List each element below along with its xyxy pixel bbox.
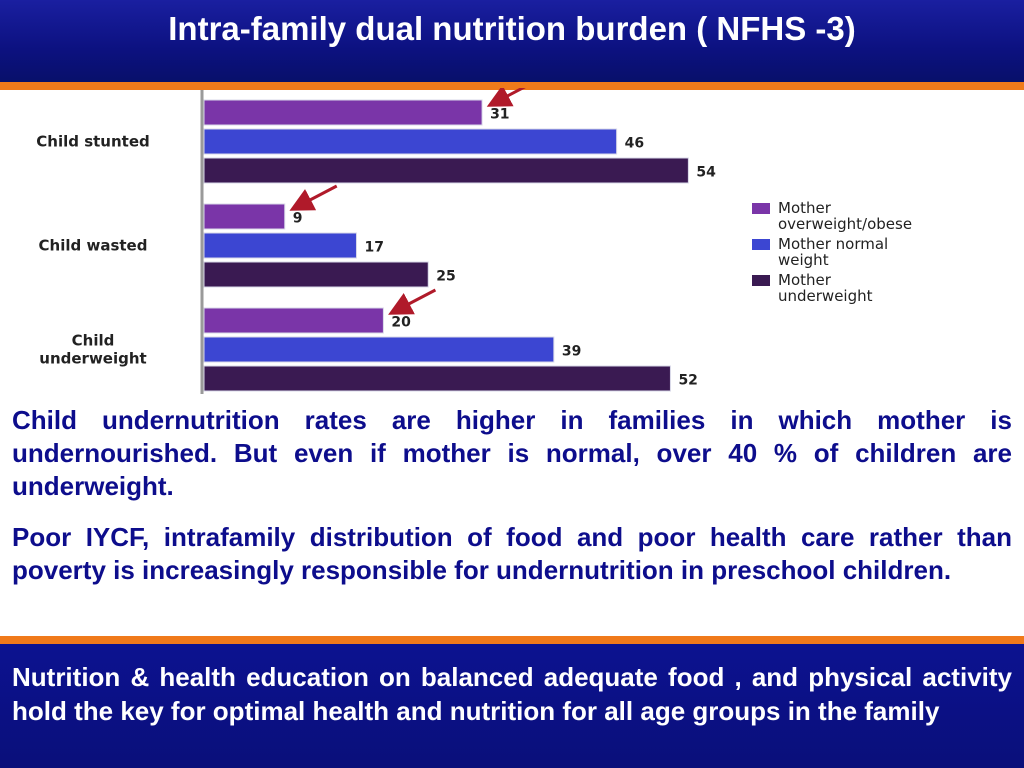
paragraph-iycf: Poor IYCF, intrafamily distribution of f…: [12, 522, 1012, 585]
bar: [203, 128, 618, 155]
chart-canvas: 31 9 20 46 17 39 54 25 52 Child stunted Child wast…: [36, 88, 912, 394]
category-label: underweight: [39, 350, 146, 368]
footer-band: Nutrition & health education on balanced…: [0, 644, 1024, 768]
data-label: 20: [391, 315, 411, 331]
bar: [203, 307, 384, 334]
data-label: 46: [625, 136, 644, 152]
arrow-annotation: [388, 288, 437, 315]
legend-label: Mother: [778, 199, 832, 217]
legend-swatch: [752, 203, 770, 214]
data-label: 25: [436, 269, 455, 285]
data-label: 39: [562, 344, 581, 360]
bar: [203, 365, 671, 392]
paragraph-undernutrition: Child undernutrition rates are higher in…: [12, 405, 1012, 501]
legend-swatch: [752, 239, 770, 250]
bar: [203, 203, 286, 230]
bar: [203, 261, 429, 288]
data-label: 17: [364, 240, 383, 256]
data-label: 52: [678, 373, 697, 389]
slide-title: Intra-family dual nutrition burden ( NFH…: [168, 10, 856, 47]
legend-label: Mother normal: [778, 235, 888, 253]
legend-label: Mother: [778, 271, 832, 289]
data-label: 54: [696, 165, 716, 181]
bar: [203, 336, 555, 363]
legend-label: weight: [778, 251, 829, 269]
legend-label: underweight: [778, 287, 873, 305]
bar: [203, 99, 483, 126]
bar: [203, 157, 689, 184]
footer-text: Nutrition & health education on balanced…: [12, 662, 1012, 726]
data-label: 9: [293, 211, 303, 227]
bar: [203, 232, 357, 259]
bottom-divider: [0, 636, 1024, 644]
legend-label: overweight/obese: [778, 215, 912, 233]
data-label: 31: [490, 107, 509, 123]
title-bar: Intra-family dual nutrition burden ( NFH…: [0, 0, 1024, 82]
arrow-annotation: [486, 88, 526, 107]
category-label: Child stunted: [36, 133, 149, 151]
arrow-annotation: [289, 184, 338, 211]
category-label: Child wasted: [39, 237, 148, 255]
legend-swatch: [752, 275, 770, 286]
top-divider: [0, 82, 1024, 90]
category-label: Child: [72, 332, 115, 350]
bar-chart: 31 9 20 46 17 39 54 25 52 Child stunted Child wast…: [0, 88, 1024, 400]
